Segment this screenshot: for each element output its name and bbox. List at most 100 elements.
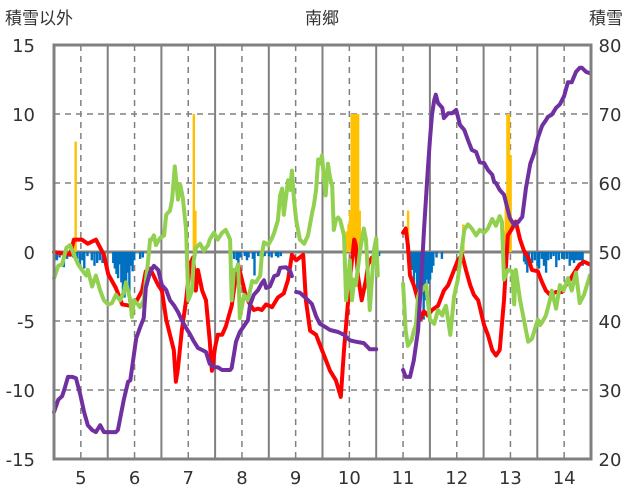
blue-bar xyxy=(577,252,580,261)
blue-bar xyxy=(251,252,255,259)
left-axis-title: 積雪以外 xyxy=(5,9,73,29)
blue-bar xyxy=(410,252,414,270)
blue-bar xyxy=(568,252,571,266)
series-lines xyxy=(52,65,592,435)
blue-bar xyxy=(115,252,118,275)
blue-bar xyxy=(257,252,260,257)
blue-bar xyxy=(542,252,546,266)
blue-bar xyxy=(555,252,558,268)
blue-bar xyxy=(274,252,278,257)
blue-bar xyxy=(86,252,89,257)
blue-bar xyxy=(235,252,238,261)
blue-bar xyxy=(232,252,236,259)
blue-bar xyxy=(565,252,569,259)
blue-bar xyxy=(267,252,271,257)
blue-bar xyxy=(138,252,142,259)
x-tick-label: 5 xyxy=(75,468,86,489)
left-tick-label: -5 xyxy=(17,312,35,333)
blue-bar xyxy=(247,252,250,258)
orange-bar xyxy=(192,114,196,252)
x-tick-label: 10 xyxy=(338,468,361,489)
orange-bar xyxy=(507,114,511,252)
left-tick-label: 0 xyxy=(24,243,35,264)
blue-bar xyxy=(120,252,123,283)
blue-bar xyxy=(430,252,433,273)
plot-frame xyxy=(52,43,593,461)
x-tick-label: 13 xyxy=(499,468,522,489)
blue-bar xyxy=(245,252,249,261)
blue-bar xyxy=(526,252,529,273)
x-tick-label: 12 xyxy=(445,468,468,489)
right-tick-label: 40 xyxy=(599,312,622,333)
blue-bar xyxy=(557,252,561,261)
x-tick-label: 7 xyxy=(183,468,194,489)
orange-bar xyxy=(194,210,197,252)
blue-bar xyxy=(561,252,564,259)
blue-bar xyxy=(440,252,444,259)
blue-bar xyxy=(78,252,82,266)
blue-bar xyxy=(574,252,578,261)
orange-bar xyxy=(350,114,353,252)
blue-bar xyxy=(93,252,96,266)
blue-bar xyxy=(279,252,283,257)
right-tick-label: 60 xyxy=(599,174,622,195)
x-tick-label: 8 xyxy=(236,468,247,489)
right-tick-label: 20 xyxy=(599,450,622,471)
blue-bar xyxy=(113,252,117,269)
blue-bar xyxy=(435,252,438,258)
blue-bar xyxy=(55,252,59,261)
blue-bar xyxy=(239,252,242,258)
blue-bar xyxy=(276,252,280,258)
blue-bar xyxy=(412,252,416,287)
blue-bar xyxy=(118,252,121,265)
blue-bar xyxy=(432,252,435,266)
orange-bar xyxy=(74,141,77,252)
blue-bar xyxy=(427,252,430,284)
blue-bar xyxy=(81,252,84,261)
right-axis-title: 積雪 xyxy=(589,9,623,29)
blue-bar xyxy=(552,252,555,257)
chart-title: 南郷 xyxy=(305,9,339,29)
orange-bar xyxy=(348,210,352,252)
blue-bar xyxy=(537,252,541,269)
orange-bar xyxy=(506,114,509,252)
blue-bar xyxy=(116,252,120,279)
orange-bar xyxy=(345,231,349,252)
orange-bar xyxy=(353,114,357,252)
left-tick-label: -10 xyxy=(6,381,35,402)
blue-bar xyxy=(243,252,247,257)
blue-bar xyxy=(570,252,574,261)
left-tick-label: 15 xyxy=(12,36,35,57)
blue-bar xyxy=(270,252,273,258)
left-tick-label: 5 xyxy=(24,174,35,195)
blue-bar xyxy=(547,252,550,261)
orange-bar xyxy=(355,114,358,252)
blue-bar xyxy=(417,252,421,290)
blue-bar xyxy=(121,252,125,294)
blue-bar xyxy=(416,252,419,294)
x-tick-label: 9 xyxy=(290,468,301,489)
blue-bar xyxy=(572,252,576,264)
orange-bar xyxy=(352,114,355,252)
blue-bar xyxy=(533,252,537,261)
orange-bar xyxy=(72,245,76,252)
blue-bar xyxy=(131,252,134,272)
blue-bar xyxy=(133,252,136,261)
blue-bar xyxy=(112,252,115,264)
blue-bar xyxy=(98,252,102,261)
blue-bar xyxy=(540,252,543,259)
left-tick-label: -15 xyxy=(6,450,35,471)
blue-bar xyxy=(424,252,427,301)
right-tick-label: 80 xyxy=(599,36,622,57)
blue-bar xyxy=(522,252,526,262)
purple-series-line xyxy=(52,65,592,435)
blue-bar xyxy=(428,252,432,280)
orange-bar xyxy=(356,114,360,252)
blue-bar xyxy=(123,252,126,298)
blue-bar xyxy=(414,252,417,273)
blue-bar xyxy=(544,252,548,273)
blue-bar xyxy=(124,252,128,281)
x-tick-label: 11 xyxy=(392,468,415,489)
blue-bar xyxy=(237,252,240,273)
blue-bar xyxy=(129,252,133,266)
